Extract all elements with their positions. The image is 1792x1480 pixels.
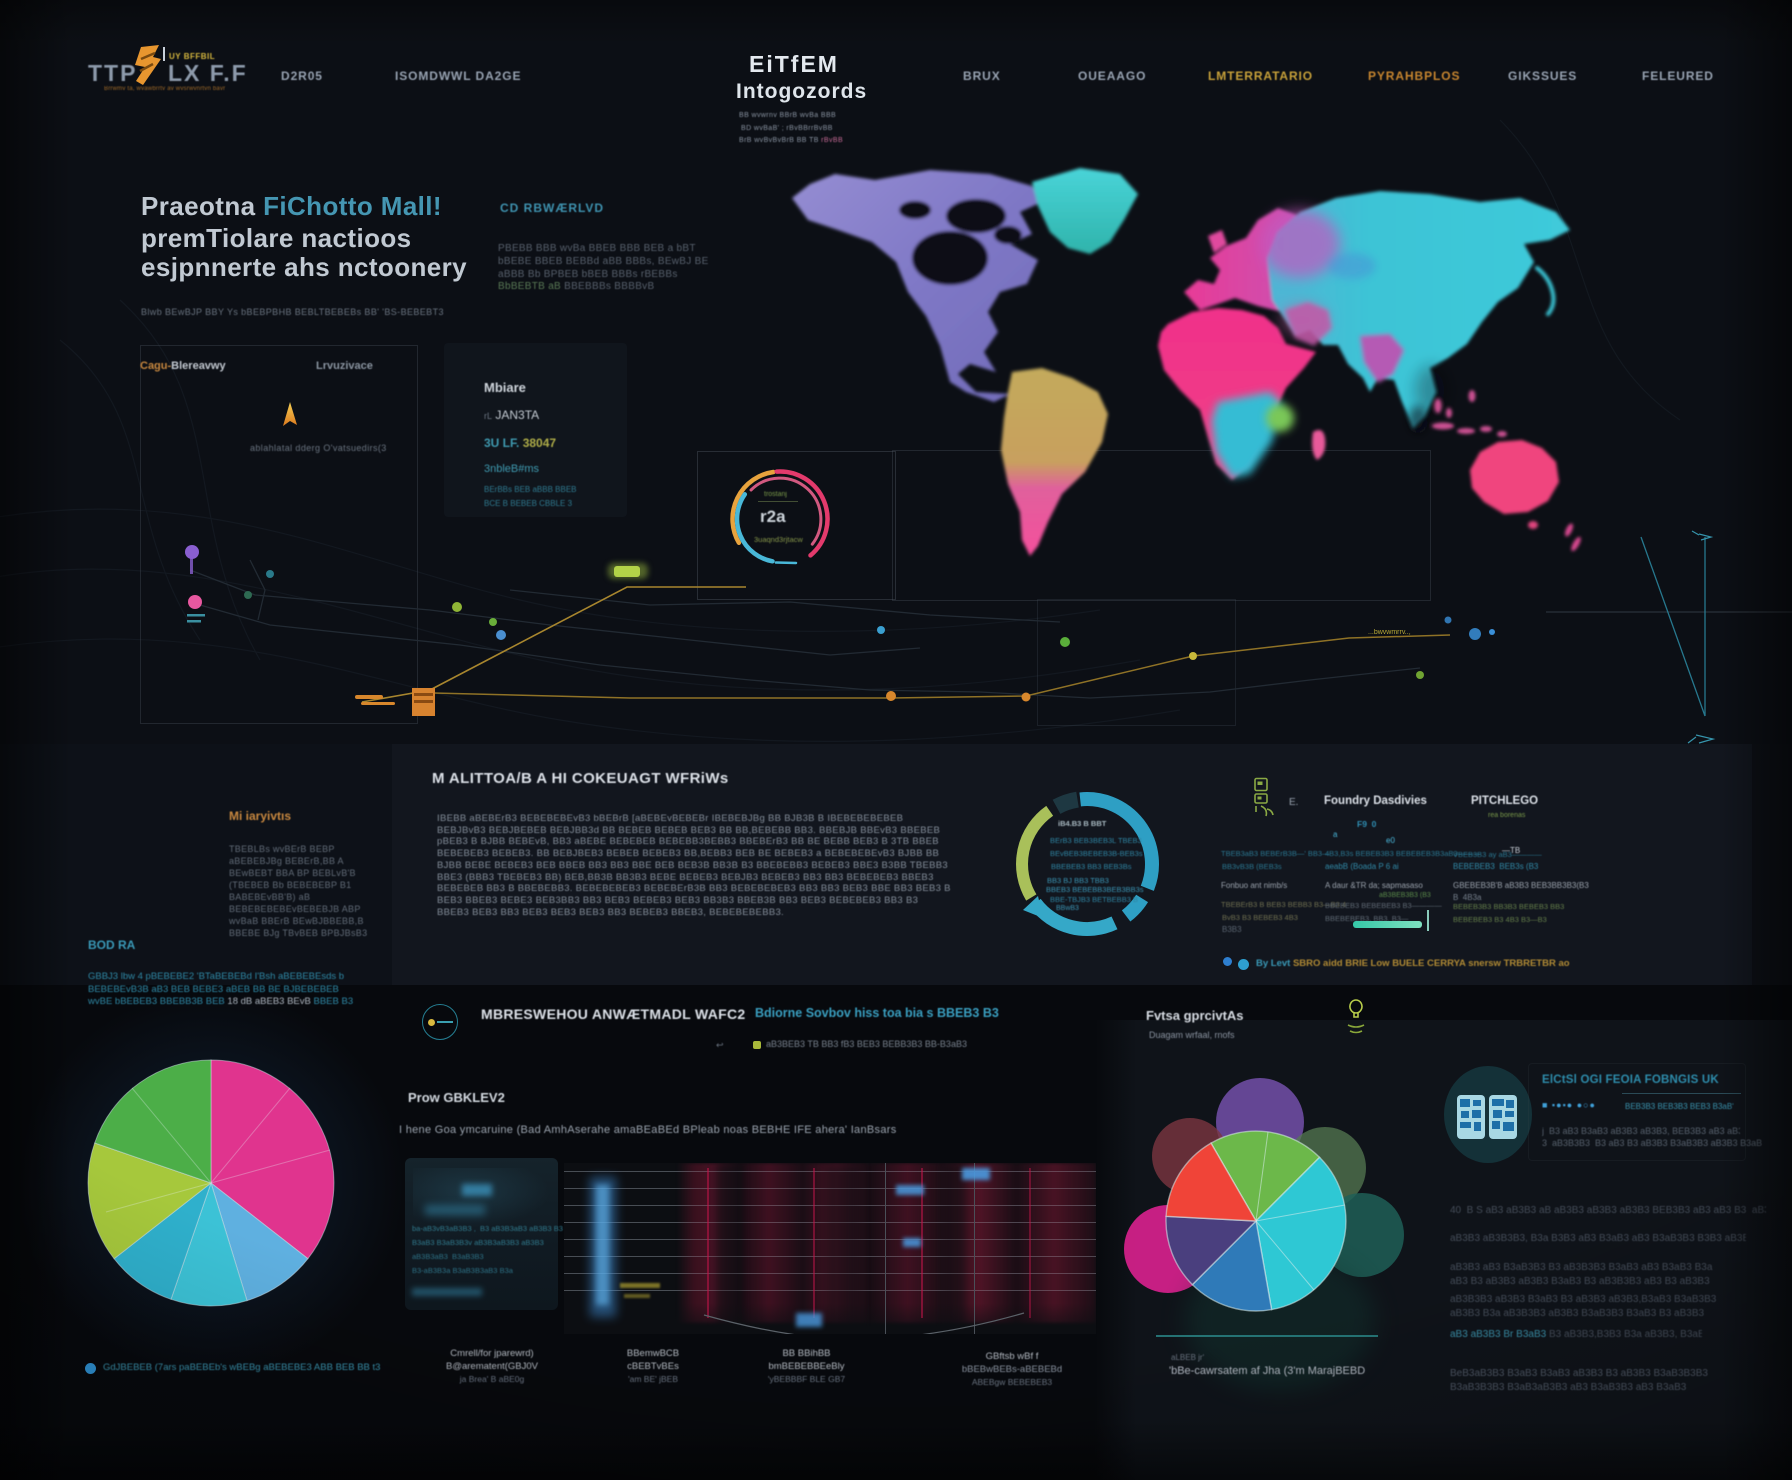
svg-text:...bwvwmrrv..,: ...bwvwmrrv.., xyxy=(1368,629,1411,636)
